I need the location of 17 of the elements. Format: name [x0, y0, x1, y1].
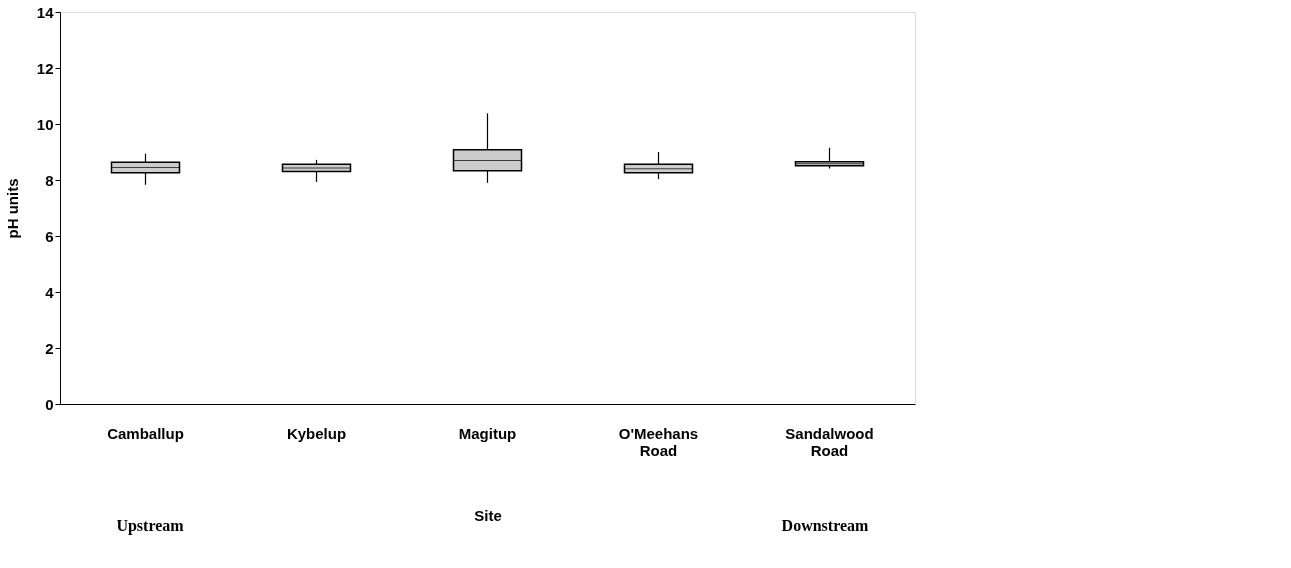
x-tick-label: Kybelup [286, 424, 347, 442]
x-tick-label: Magitup [458, 424, 517, 442]
y-tick-label: 6 [45, 227, 54, 245]
y-tick-label: 8 [45, 171, 54, 189]
y-axis-title: pH units [3, 178, 21, 239]
x-tick-label: Camballup [107, 424, 184, 442]
x-tick-label: O'Meehans Road [618, 424, 699, 459]
y-tick-label: 0 [45, 395, 54, 413]
y-tick-label: 4 [45, 283, 55, 301]
text: Downstream [781, 517, 870, 534]
y-tick-label: 10 [36, 115, 54, 133]
x-tick-label: Sandalwood Road [785, 424, 874, 459]
text: Upstream [116, 517, 185, 535]
y-tick-label: 12 [36, 59, 54, 77]
y-tick-label: 14 [36, 3, 55, 21]
y-tick-label: 2 [45, 339, 54, 357]
x-axis-title: Site [474, 506, 502, 524]
